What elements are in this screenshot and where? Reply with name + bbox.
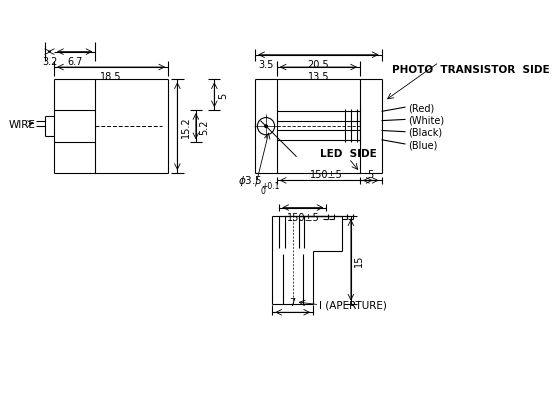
Text: $\phi$3.5: $\phi$3.5 bbox=[239, 174, 263, 188]
Text: 6.7: 6.7 bbox=[67, 57, 82, 67]
Text: (Blue): (Blue) bbox=[408, 140, 437, 150]
Text: 15.2: 15.2 bbox=[181, 116, 191, 138]
Text: 5: 5 bbox=[218, 93, 228, 99]
Text: 0: 0 bbox=[261, 187, 266, 196]
Text: I (APERTURE): I (APERTURE) bbox=[319, 300, 388, 310]
Circle shape bbox=[265, 126, 267, 128]
Text: (Black): (Black) bbox=[408, 128, 442, 138]
Text: 5: 5 bbox=[367, 169, 374, 179]
Text: 150±5: 150±5 bbox=[310, 169, 343, 179]
Text: 7: 7 bbox=[290, 297, 296, 307]
Text: LED  SIDE: LED SIDE bbox=[320, 148, 377, 158]
Text: (Red): (Red) bbox=[408, 103, 435, 113]
Text: 3.5: 3.5 bbox=[258, 60, 274, 70]
Text: +0.1: +0.1 bbox=[261, 182, 279, 191]
Text: 13.5: 13.5 bbox=[307, 72, 329, 82]
Text: (White): (White) bbox=[408, 115, 444, 125]
Text: 5.2: 5.2 bbox=[199, 119, 209, 135]
Text: WIRE: WIRE bbox=[8, 119, 35, 129]
Text: PHOTO  TRANSISTOR  SIDE: PHOTO TRANSISTOR SIDE bbox=[392, 65, 549, 75]
Text: 18.5: 18.5 bbox=[100, 72, 122, 82]
Text: 20.5: 20.5 bbox=[307, 60, 329, 70]
Text: 3.2: 3.2 bbox=[42, 57, 57, 67]
Text: 150±5: 150±5 bbox=[287, 212, 319, 222]
Text: 15: 15 bbox=[354, 254, 365, 266]
